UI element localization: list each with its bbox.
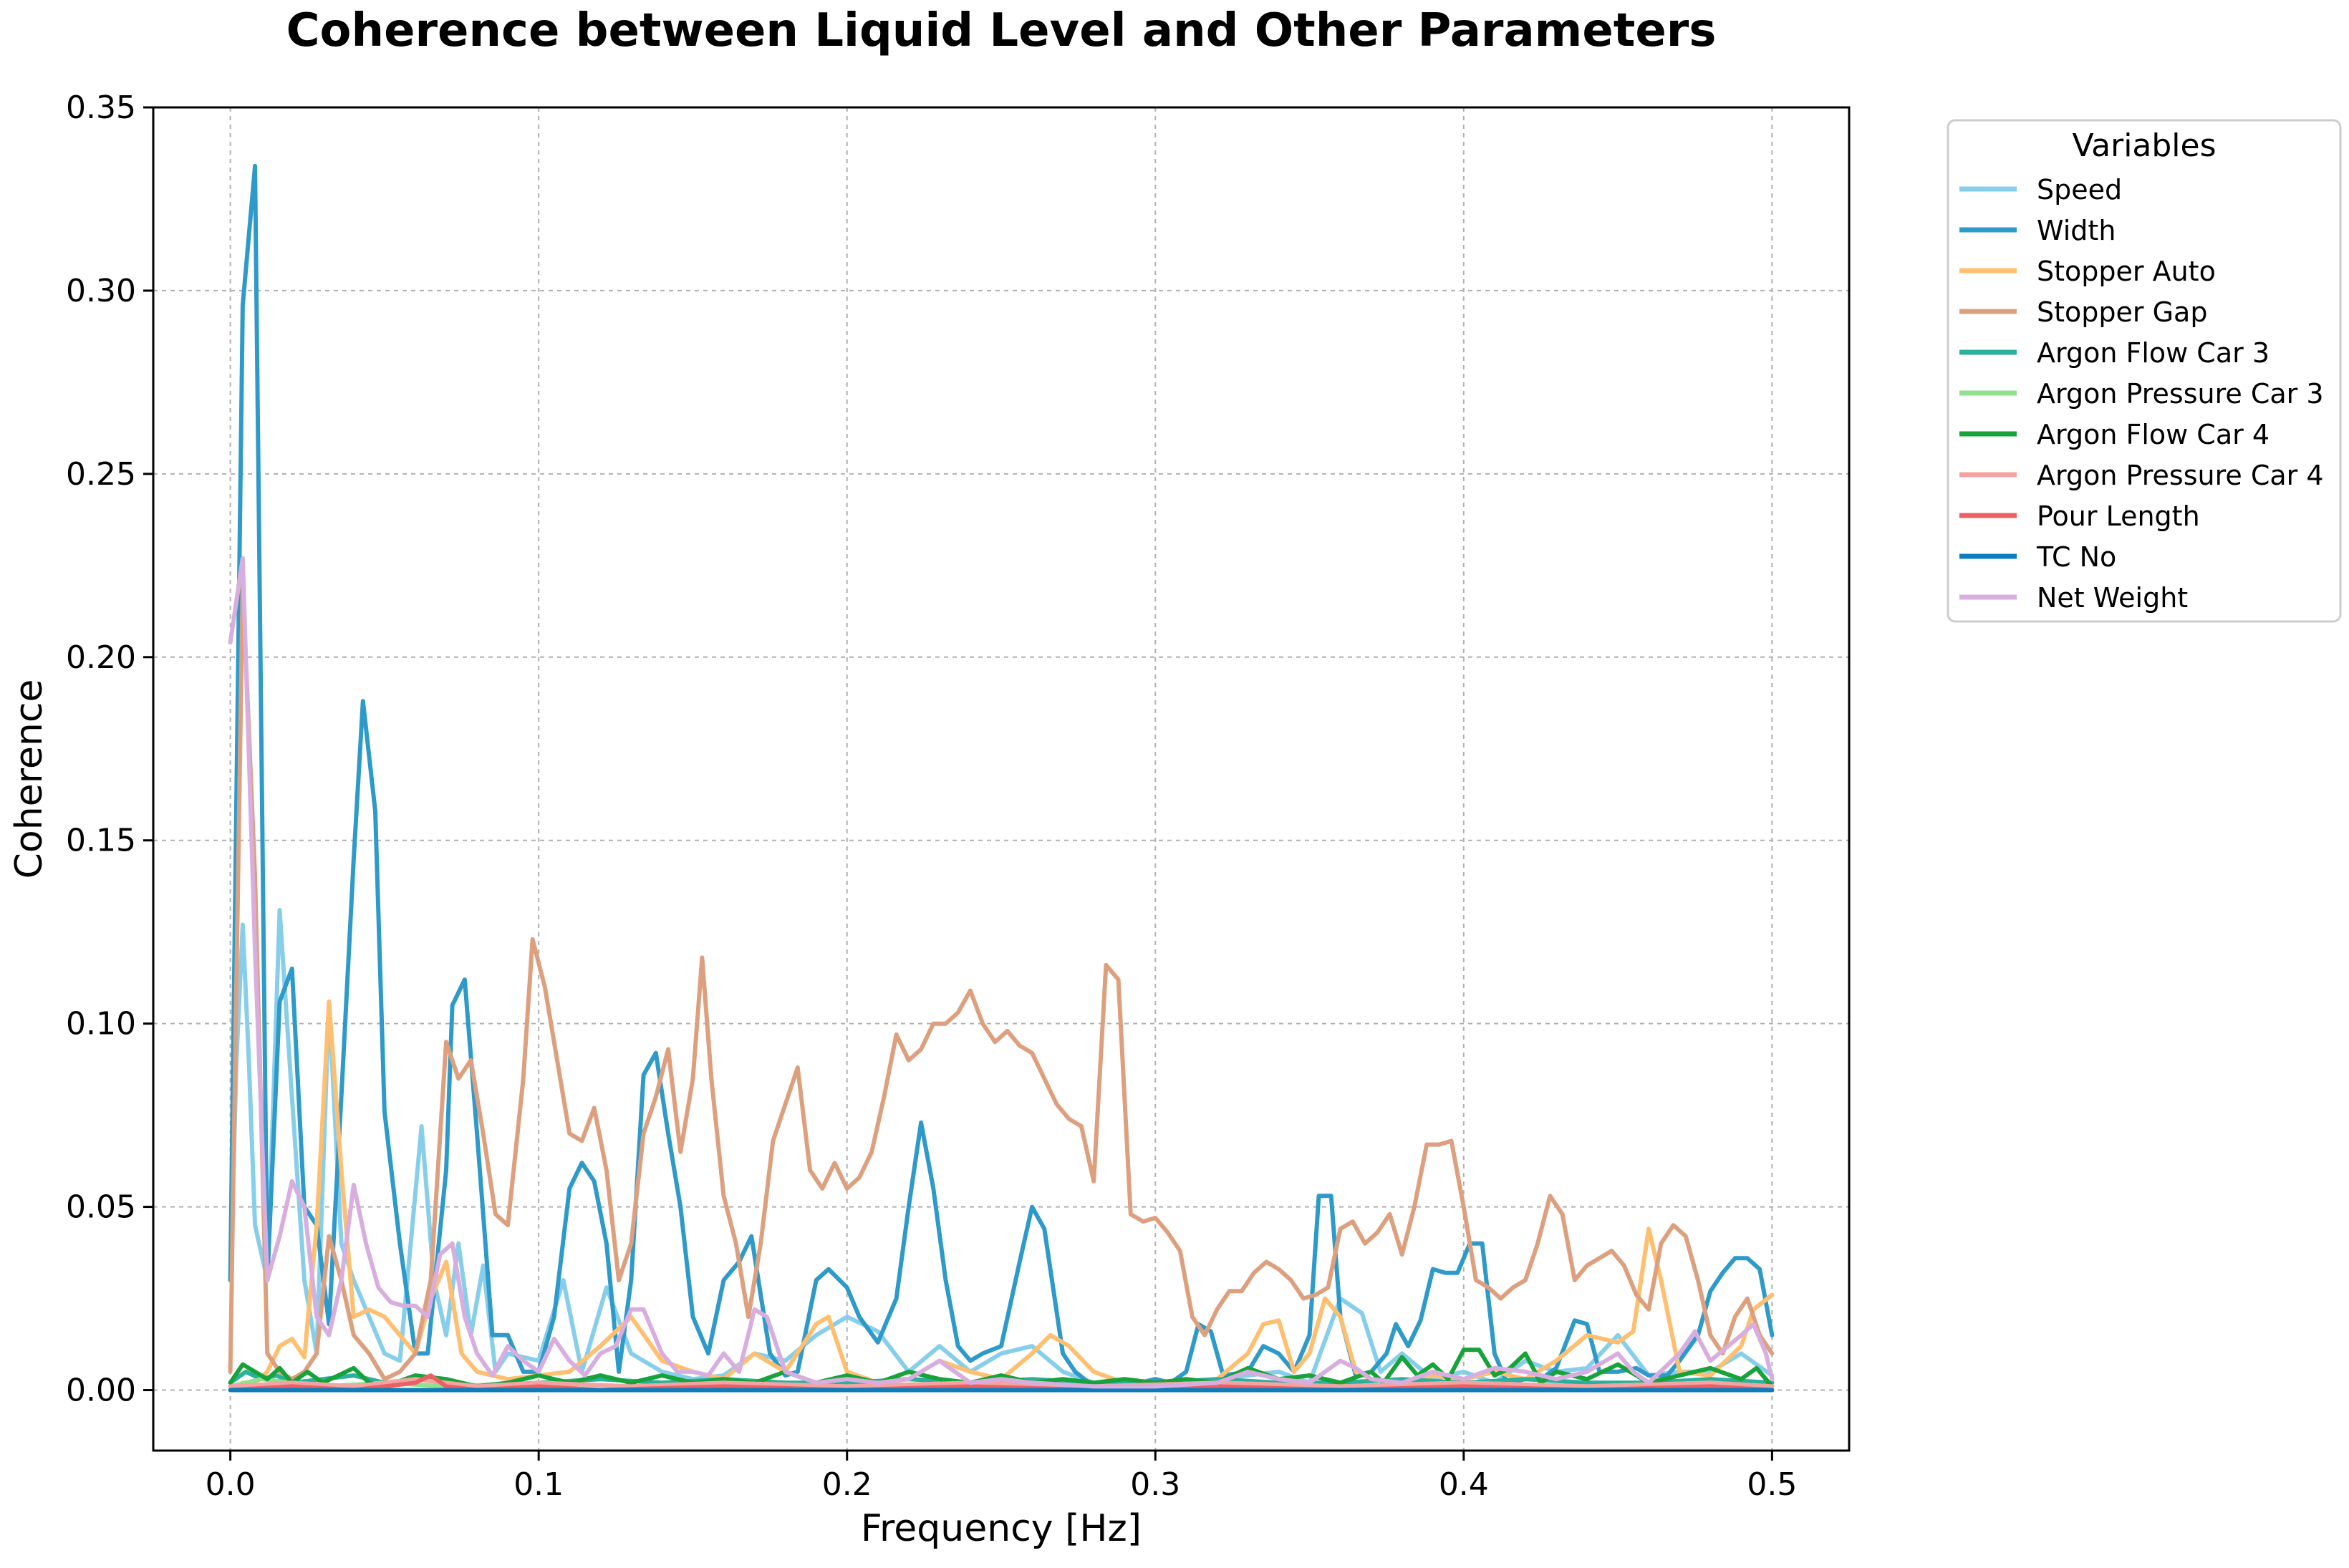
legend-label-net-weight: Net Weight xyxy=(2037,582,2188,614)
series-line-stopper-auto xyxy=(228,1000,1775,1393)
legend-label-argon-pressure-car-3: Argon Pressure Car 3 xyxy=(2037,378,2324,410)
x-tick-label: 0.4 xyxy=(1439,1466,1489,1503)
y-tick-label: 0.05 xyxy=(66,1189,136,1226)
y-tick-label: 0.35 xyxy=(66,89,136,126)
x-axis-label: Frequency [Hz] xyxy=(861,1507,1142,1550)
chart-title: Coherence between Liquid Level and Other… xyxy=(286,4,1717,57)
legend-label-pour-length: Pour Length xyxy=(2037,500,2200,532)
y-tick-label: 0.15 xyxy=(66,823,136,859)
legend-title: Variables xyxy=(2072,127,2216,164)
x-tick-label: 0.3 xyxy=(1130,1466,1180,1503)
y-tick-label: 0.00 xyxy=(66,1373,136,1409)
y-tick-label: 0.25 xyxy=(66,456,136,493)
legend-frame xyxy=(1947,119,2342,623)
series-line-argon-pressure-car-4 xyxy=(228,1377,1775,1389)
series-line-net-weight xyxy=(228,556,1775,1389)
series-line-stopper-gap xyxy=(228,581,1775,1382)
x-tick-label: 0.1 xyxy=(513,1466,564,1503)
series-layer xyxy=(228,163,1775,1393)
series-line-width xyxy=(228,163,1775,1389)
y-tick-label: 0.20 xyxy=(66,639,136,676)
axis-ticks: 0.0 0.1 0.2 0.3 0.4 0.5 0.00 0.05 0.10 0.15 0.20 0.… xyxy=(66,89,1797,1503)
legend-items: Speed Width Stopper Auto Stopper Gap Argon F… xyxy=(1959,174,2324,614)
legend: Variables Speed Width Stopper Auto Stopper … xyxy=(1947,119,2342,623)
legend-label-tc-no: TC No xyxy=(2036,541,2116,573)
x-tick-label: 0.5 xyxy=(1747,1466,1797,1503)
y-tick-label: 0.10 xyxy=(66,1006,136,1042)
x-tick-label: 0.0 xyxy=(206,1466,256,1503)
legend-label-argon-pressure-car-4: Argon Pressure Car 4 xyxy=(2037,460,2324,491)
legend-label-argon-flow-car-4: Argon Flow Car 4 xyxy=(2037,419,2270,450)
legend-label-stopper-auto: Stopper Auto xyxy=(2037,256,2216,287)
x-tick-label: 0.2 xyxy=(822,1466,872,1503)
series-line-pour-length xyxy=(228,1373,1775,1393)
legend-label-stopper-gap: Stopper Gap xyxy=(2037,296,2207,328)
legend-label-speed: Speed xyxy=(2037,174,2122,205)
legend-label-width: Width xyxy=(2037,215,2116,246)
plot-frame xyxy=(152,106,1851,1452)
y-tick-label: 0.30 xyxy=(66,273,136,309)
legend-label-argon-flow-car-3: Argon Flow Car 3 xyxy=(2037,337,2270,369)
y-axis-label: Coherence xyxy=(8,679,51,879)
